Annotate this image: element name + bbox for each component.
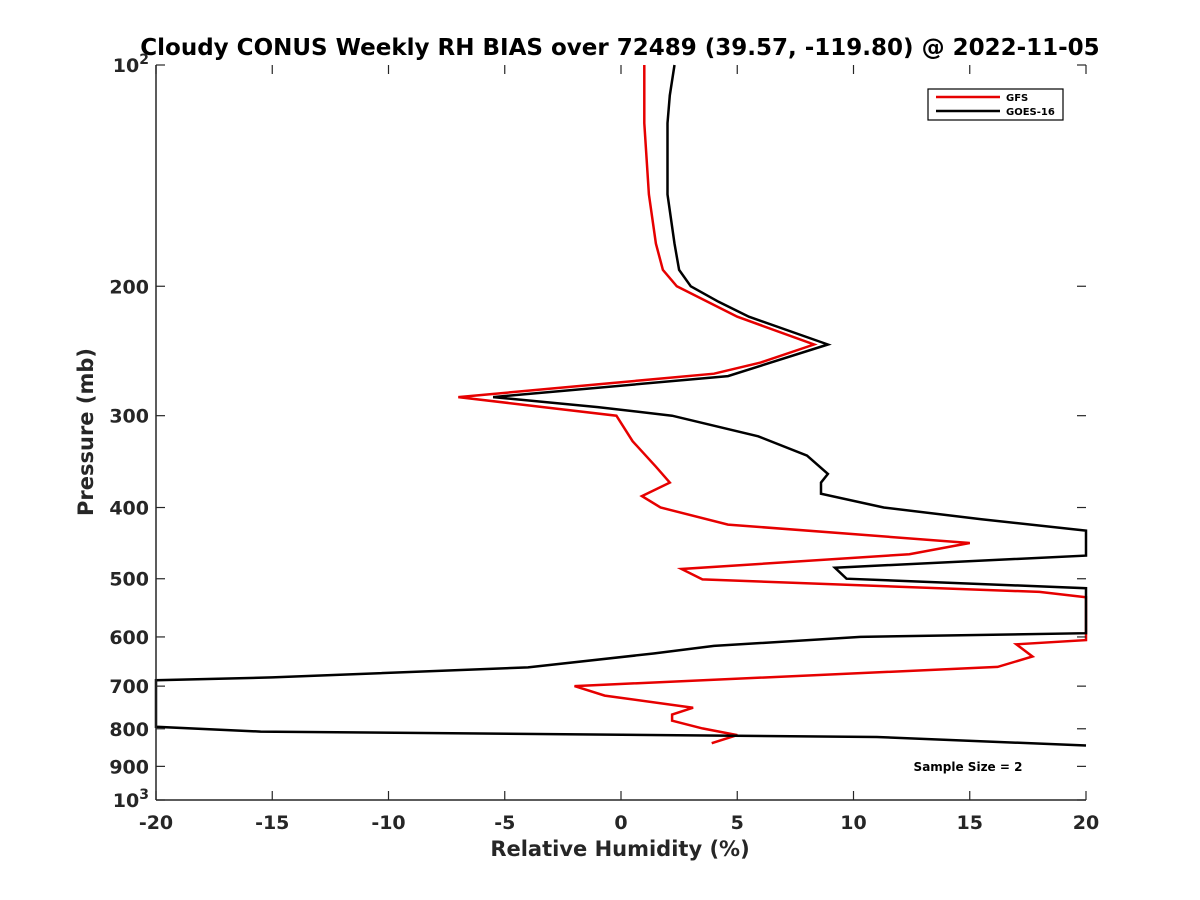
y-tick-label: 400 bbox=[109, 498, 149, 520]
x-tick-label: 0 bbox=[614, 812, 627, 834]
y-tick-label: 300 bbox=[109, 406, 149, 428]
legend: GFS GOES-16 bbox=[927, 88, 1064, 121]
y-tick-label: 200 bbox=[109, 276, 149, 298]
plot-area bbox=[156, 65, 1086, 800]
legend-box bbox=[927, 88, 1064, 121]
sample-size-annotation: Sample Size = 2 bbox=[914, 760, 1023, 774]
y-tick-label: 700 bbox=[109, 676, 149, 698]
x-tick-label: -5 bbox=[494, 812, 515, 834]
y-tick-label: 900 bbox=[109, 756, 149, 778]
y-tick-label: 800 bbox=[109, 719, 149, 741]
chart-title: Cloudy CONUS Weekly RH BIAS over 72489 (… bbox=[140, 35, 1099, 61]
y-tick-label: 103 bbox=[113, 787, 149, 812]
x-axis-label: Relative Humidity (%) bbox=[490, 837, 749, 861]
y-tick-label: 102 bbox=[113, 52, 149, 77]
x-tick-label: 15 bbox=[957, 812, 983, 834]
x-tick-label: -20 bbox=[139, 812, 173, 834]
x-tick-label: 20 bbox=[1073, 812, 1099, 834]
x-axis-ticks: -20 -15 -10 -5 0 5 10 15 20 bbox=[139, 65, 1099, 834]
x-tick-label: 5 bbox=[731, 812, 744, 834]
x-tick-label: -15 bbox=[255, 812, 289, 834]
y-tick-label: 600 bbox=[109, 627, 149, 649]
x-tick-label: 10 bbox=[840, 812, 866, 834]
y-axis-label: Pressure (mb) bbox=[74, 348, 98, 516]
x-tick-label: -10 bbox=[371, 812, 405, 834]
series-lines bbox=[154, 64, 1088, 747]
series-line-goes16 bbox=[154, 64, 1088, 747]
y-axis-ticks: 102 200 300 400 500 600 700 800 900 103 bbox=[109, 52, 1086, 812]
series-line-gfs bbox=[458, 65, 1088, 745]
legend-label-goes16: GOES-16 bbox=[1006, 107, 1055, 118]
legend-label-gfs: GFS bbox=[1006, 93, 1028, 104]
y-tick-label: 500 bbox=[109, 569, 149, 591]
